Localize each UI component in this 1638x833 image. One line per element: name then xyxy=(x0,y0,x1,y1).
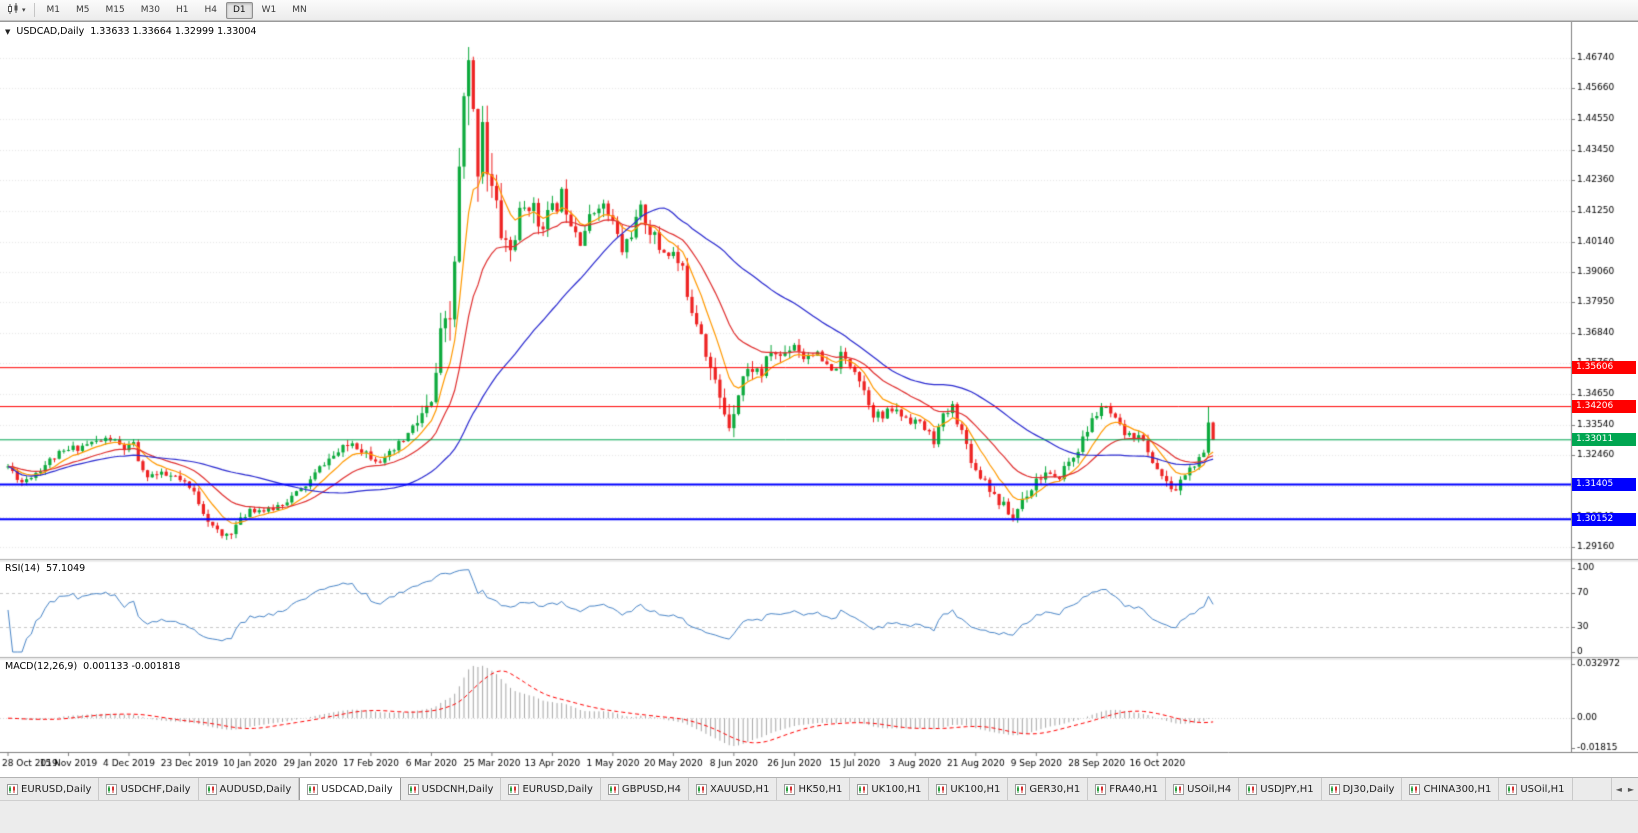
chart-tab-label: GER30,H1 xyxy=(1029,783,1081,795)
chart-tab-label: EURUSD,Daily xyxy=(522,783,593,795)
chart-tab-label: AUDUSD,Daily xyxy=(219,783,292,795)
chart-tab-icon xyxy=(936,783,948,795)
chart-tab-usdchf-daily[interactable]: USDCHF,Daily xyxy=(99,778,199,800)
chart-tab-label: EURUSD,Daily xyxy=(21,783,92,795)
chart-symbol-period: USDCAD,Daily xyxy=(16,26,85,37)
chart-tab-label: UK100,H1 xyxy=(871,783,922,795)
chart-tab-label: USDCAD,Daily xyxy=(321,783,393,795)
timeframe-m1-button[interactable]: M1 xyxy=(46,5,61,15)
tabs-scroll-left-button[interactable]: ◄ xyxy=(1615,784,1622,794)
chart-tab-usdjpy-h1[interactable]: USDJPY,H1 xyxy=(1239,778,1322,800)
chart-tab-icon xyxy=(1409,783,1421,795)
chart-tab-icon xyxy=(106,783,118,795)
tabs-scroll-right-button[interactable]: ► xyxy=(1627,784,1634,794)
chart-tab-label: DJ30,Daily xyxy=(1342,783,1395,795)
timeframe-buttons: M1 M5 M15 M30 H1 H4 D1 W1 MN xyxy=(40,1,316,19)
timeframe-mn-button[interactable]: MN xyxy=(292,5,307,15)
rsi-label: RSI(14) xyxy=(5,563,40,574)
chart-tab-icon xyxy=(696,783,707,795)
chart-tab-hk50-h1[interactable]: HK50,H1 xyxy=(777,778,851,800)
chart-tab-label: USDJPY,H1 xyxy=(1260,783,1314,795)
chart-tab-icon xyxy=(307,783,319,795)
price-line-badge-1.33011: 1.33011 xyxy=(1572,433,1636,447)
chart-tab-usoil-h1[interactable]: USOil,H1 xyxy=(1499,778,1573,800)
chart-tab-label: USDCNH,Daily xyxy=(421,783,494,795)
chart-tab-icon xyxy=(1328,783,1340,795)
price-line-badge-1.34206: 1.34206 xyxy=(1572,400,1636,414)
timeframe-m30-button[interactable]: M30 xyxy=(140,5,160,15)
chart-tab-label: HK50,H1 xyxy=(798,783,843,795)
chart-tab-icon xyxy=(1015,783,1027,795)
chart-tab-icon xyxy=(1246,783,1258,795)
chart-tab-label: FRA40,H1 xyxy=(1109,783,1159,795)
chart-tab-label: CHINA300,H1 xyxy=(1423,783,1492,795)
status-bar xyxy=(0,800,1638,833)
chart-tools-dropdown[interactable]: ▾ xyxy=(3,0,29,21)
chart-title: ▼ USDCAD,Daily 1.33633 1.33664 1.32999 1… xyxy=(5,26,256,37)
macd-values: 0.001133 -0.001818 xyxy=(83,661,181,672)
timeframe-w1-button[interactable]: W1 xyxy=(261,5,277,15)
price-line-badge-1.31405: 1.31405 xyxy=(1572,477,1636,491)
chart-ohlc-values: 1.33633 1.33664 1.32999 1.33004 xyxy=(90,26,257,37)
chevron-down-icon: ▾ xyxy=(22,5,26,14)
candlestick-chart-icon xyxy=(6,1,21,20)
timeframe-h1-button[interactable]: H1 xyxy=(175,5,189,15)
chart-tab-bar: EURUSD,Daily USDCHF,Daily AUDUSD,Daily USDC… xyxy=(0,777,1638,800)
rsi-indicator-label: RSI(14) 57.1049 xyxy=(5,563,91,574)
chart-tab-eurusd-daily[interactable]: EURUSD,Daily xyxy=(0,778,100,800)
chart-tab-label: USOil,H4 xyxy=(1187,783,1232,795)
chart-tab-fra40-h1[interactable]: FRA40,H1 xyxy=(1088,778,1167,800)
chart-tab-uk100-h1[interactable]: UK100,H1 xyxy=(929,778,1009,800)
chart-tab-usdcnh-daily[interactable]: USDCNH,Daily xyxy=(400,778,502,800)
toolbar-separator xyxy=(33,3,35,17)
chart-tab-uk100-h1[interactable]: UK100,H1 xyxy=(850,778,930,800)
chart-tab-icon xyxy=(1095,783,1107,795)
chart-tab-ger30-h1[interactable]: GER30,H1 xyxy=(1008,778,1089,800)
chart-tabs: EURUSD,Daily USDCHF,Daily AUDUSD,Daily USDC… xyxy=(0,778,1611,800)
chart-tab-label: USDCHF,Daily xyxy=(120,783,191,795)
chart-tab-icon xyxy=(1173,783,1185,795)
tab-scroll-controls: ◄ ► xyxy=(1610,778,1638,800)
timeframe-d1-button[interactable]: D1 xyxy=(225,1,253,19)
chart-tab-icon xyxy=(857,783,869,795)
price-chart-canvas[interactable] xyxy=(0,22,1638,777)
macd-indicator-label: MACD(12,26,9) 0.001133 -0.001818 xyxy=(5,661,186,672)
timeframe-h4-button[interactable]: H4 xyxy=(204,5,217,15)
collapse-chart-icon[interactable]: ▼ xyxy=(5,27,11,36)
chart-tab-eurusd-daily[interactable]: EURUSD,Daily xyxy=(501,778,601,800)
chart-tab-icon xyxy=(607,783,619,795)
price-line-badge-1.30152: 1.30152 xyxy=(1572,512,1636,526)
chart-tab-icon xyxy=(784,783,796,795)
macd-label: MACD(12,26,9) xyxy=(5,661,78,672)
chart-tab-label: USOil,H1 xyxy=(1520,783,1565,795)
chart-tab-icon xyxy=(407,783,419,795)
price-line-badge-1.35606: 1.35606 xyxy=(1572,361,1636,375)
chart-tab-dj30-daily[interactable]: DJ30,Daily xyxy=(1321,778,1403,800)
chart-tab-icon xyxy=(205,783,217,795)
chart-tab-xauusd-h1[interactable]: XAUUSD,H1 xyxy=(689,778,778,800)
chart-tab-usdcad-daily[interactable]: USDCAD,Daily xyxy=(299,778,401,800)
chart-tab-label: GBPUSD,H4 xyxy=(621,783,681,795)
timeframe-m15-button[interactable]: M15 xyxy=(105,5,125,15)
timeframe-m5-button[interactable]: M5 xyxy=(76,5,90,15)
chart-tab-gbpusd-h4[interactable]: GBPUSD,H4 xyxy=(600,778,689,800)
timeframe-toolbar: ▾ M1 M5 M15 M30 H1 H4 D1 W1 MN xyxy=(0,0,1638,21)
chart-tab-icon xyxy=(7,783,18,795)
chart-tab-china300-h1[interactable]: CHINA300,H1 xyxy=(1402,778,1500,800)
chart-tab-usoil-h4[interactable]: USOil,H4 xyxy=(1166,778,1240,800)
chart-tab-icon xyxy=(508,783,520,795)
chart-window: ▼ USDCAD,Daily 1.33633 1.33664 1.32999 1… xyxy=(0,21,1638,777)
chart-tab-icon xyxy=(1506,783,1518,795)
chart-tab-label: XAUUSD,H1 xyxy=(710,783,770,795)
chart-tab-audusd-daily[interactable]: AUDUSD,Daily xyxy=(198,778,300,800)
rsi-value: 57.1049 xyxy=(45,563,86,574)
chart-tab-label: UK100,H1 xyxy=(950,783,1001,795)
